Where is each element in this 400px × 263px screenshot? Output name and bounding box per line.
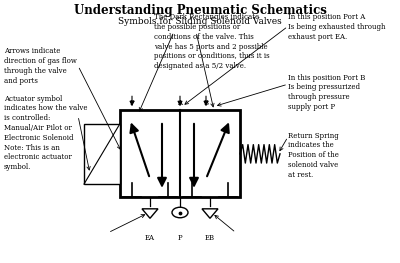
Text: EA: EA (145, 234, 155, 242)
Text: In this position Port A
Is being exhausted through
exhaust port EA.: In this position Port A Is being exhaust… (288, 13, 386, 41)
Text: The Dark Rectangles indicate
the possible positions or
conditions of the valve. : The Dark Rectangles indicate the possibl… (154, 13, 270, 70)
Bar (84, 124, 120, 184)
Bar (120, 110, 240, 197)
Text: P: P (178, 234, 182, 242)
Text: Actuator symbol
indicates how the valve
is controlled:
Manual/Air Pilot or
Elect: Actuator symbol indicates how the valve … (4, 95, 88, 171)
Text: Arrows indicate
direction of gas flow
through the valve
and ports: Arrows indicate direction of gas flow th… (4, 47, 77, 85)
Text: EB: EB (205, 234, 215, 242)
Text: B: B (204, 99, 208, 107)
Text: In this position Port B
Is being pressurized
through pressure
supply port P: In this position Port B Is being pressur… (288, 74, 365, 111)
Text: P: P (130, 99, 134, 107)
Text: A: A (178, 99, 182, 107)
Text: Understanding Pneumatic Schematics: Understanding Pneumatic Schematics (74, 4, 326, 17)
Text: Return Spring
indicates the
Position of the
solenoid valve
at rest.: Return Spring indicates the Position of … (288, 132, 339, 179)
Text: Symbols for Sliding Solenoid Valves: Symbols for Sliding Solenoid Valves (118, 17, 282, 26)
